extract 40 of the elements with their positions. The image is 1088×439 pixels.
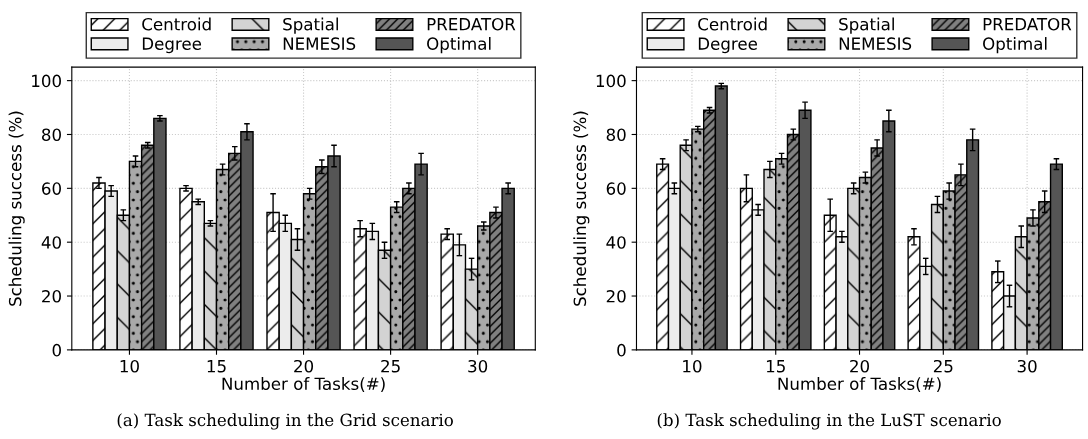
y-tick-label: 80 — [606, 128, 626, 142]
text: (a) Task scheduling in the Grid scenario — [117, 413, 453, 430]
y-tick-label: 100 — [32, 74, 61, 88]
x-tick-label: 25 — [933, 359, 953, 373]
legend-label: PREDATOR — [983, 17, 1072, 31]
x-tick-label: 10 — [683, 359, 702, 373]
y-tick-label: 60 — [606, 182, 626, 195]
legend-label: Spatial — [283, 17, 338, 34]
y-tick-label: 100 — [596, 74, 626, 88]
legend-label: Centroid — [142, 17, 211, 31]
x-tick-label: 20 — [850, 359, 870, 373]
legend-label: Optimal — [983, 37, 1047, 54]
x-tick-label: 15 — [207, 360, 226, 373]
legend-label: Spatial — [839, 17, 894, 34]
text: (b) Task scheduling in the LuST scenario — [657, 413, 1001, 430]
x-axis-title: Number of Tasks(#) — [222, 377, 385, 392]
y-tick-label: 20 — [42, 289, 61, 303]
legend-label: NEMESIS — [283, 37, 356, 50]
y-axis-title: Scheduling success (%) — [8, 111, 25, 306]
y-tick-label: 60 — [42, 182, 61, 195]
y-tick-label: 0 — [617, 343, 626, 357]
legend-label: NEMESIS — [839, 37, 912, 50]
x-tick-label: 10 — [120, 359, 139, 373]
x-tick-label: 30 — [468, 359, 488, 373]
x-tick-label: 30 — [1017, 359, 1037, 373]
x-tick-label: 15 — [766, 360, 785, 373]
legend-label: Degree — [142, 37, 202, 54]
y-tick-label: 80 — [42, 128, 61, 142]
y-axis-title: Scheduling success (%) — [573, 111, 590, 306]
y-tick-label: 40 — [606, 236, 626, 249]
legend-label: PREDATOR — [427, 17, 516, 31]
legend-label: Degree — [698, 37, 758, 54]
y-tick-label: 0 — [52, 343, 61, 357]
legend-label: Centroid — [698, 17, 767, 31]
legend-label: Optimal — [427, 37, 491, 54]
x-tick-label: 20 — [294, 359, 314, 373]
y-tick-label: 40 — [41, 236, 61, 249]
y-tick-label: 20 — [606, 289, 626, 303]
x-tick-label: 25 — [381, 359, 400, 373]
x-axis-title: Number of Tasks(#) — [778, 377, 941, 392]
